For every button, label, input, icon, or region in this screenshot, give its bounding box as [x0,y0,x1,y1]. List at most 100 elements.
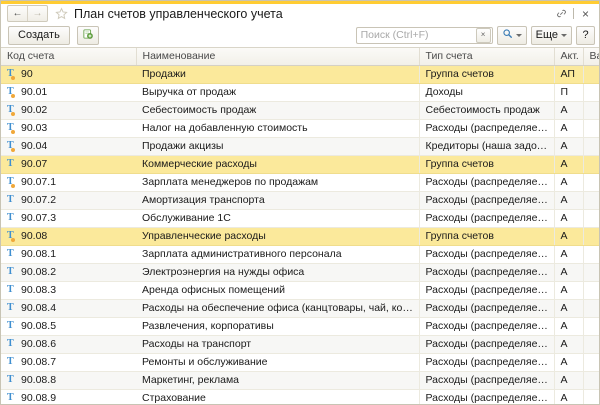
cell-code[interactable]: T 90 [1,65,136,84]
cell-act[interactable]: А [553,191,583,210]
cell-code[interactable]: T 90.08.6 [1,335,136,354]
cell-type[interactable]: Расходы (распределяемые на ф... [418,209,554,228]
cell-name[interactable]: Амортизация транспорта [136,191,419,210]
column-header-val[interactable]: Вал. [583,48,599,66]
forward-button[interactable]: → [27,6,47,21]
cell-name[interactable]: Налог на добавленную стоимость [136,119,419,138]
cell-val[interactable] [582,317,599,336]
cell-val[interactable] [582,65,599,84]
back-button[interactable]: ← [8,6,27,21]
search-clear-button[interactable]: × [475,27,491,43]
cell-val[interactable] [582,335,599,354]
cell-val[interactable] [582,137,599,156]
cell-type[interactable]: Доходы [418,83,554,102]
cell-val[interactable] [582,299,599,318]
cell-type[interactable]: Расходы (распределяемые на ф... [418,119,554,138]
cell-val[interactable] [582,227,599,246]
cell-code[interactable]: T 90.08.2 [1,263,136,282]
cell-act[interactable]: А [553,335,583,354]
cell-act[interactable]: П [553,83,583,102]
cell-act[interactable]: А [553,317,583,336]
close-icon[interactable]: × [581,6,589,21]
cell-val[interactable] [582,209,599,228]
search-input[interactable]: Поиск (Ctrl+F) × [355,26,493,44]
cell-act[interactable]: А [553,227,583,246]
cell-type[interactable]: Расходы (распределяемые на ф... [418,173,554,192]
cell-name[interactable]: Ремонты и обслуживание [136,353,419,372]
cell-code[interactable]: T 90.08 [1,227,136,246]
link-icon[interactable] [555,7,568,20]
table-row[interactable]: T 90.02 Себестоимость продаж Себестоимость … [1,101,599,120]
cell-name[interactable]: Маркетинг, реклама [136,371,419,390]
cell-act[interactable]: АП [553,65,583,84]
accounts-table-container[interactable]: Код счета Наименование Тип счета Акт. Ва… [1,47,599,404]
cell-name[interactable]: Аренда офисных помещений [136,281,419,300]
cell-act[interactable]: А [553,389,583,404]
cell-code[interactable]: T 90.08.7 [1,353,136,372]
table-row[interactable]: T 90.07.2 Амортизация транспорта Расходы (р… [1,191,599,210]
cell-type[interactable]: Расходы (распределяемые на ф... [418,371,554,390]
cell-val[interactable] [582,191,599,210]
cell-act[interactable]: А [553,281,583,300]
table-row[interactable]: T 90.08.6 Расходы на транспорт Расходы (рас… [1,335,599,354]
create-button[interactable]: Создать [8,25,70,45]
cell-name[interactable]: Развлечения, корпоративы [136,317,419,336]
cell-type[interactable]: Группа счетов [418,155,554,174]
table-row[interactable]: T 90.08.3 Аренда офисных помещений Расходы … [1,281,599,300]
cell-act[interactable]: А [553,209,583,228]
cell-code[interactable]: T 90.08.9 [1,389,136,404]
table-row[interactable]: T 90.07.1 Зарплата менеджеров по продажам Р… [1,173,599,192]
cell-code[interactable]: T 90.07.1 [1,173,136,192]
cell-code[interactable]: T 90.08.5 [1,317,136,336]
cell-val[interactable] [582,389,599,404]
column-header-code[interactable]: Код счета [1,48,137,66]
cell-code[interactable]: T 90.01 [1,83,136,102]
cell-name[interactable]: Расходы на транспорт [136,335,419,354]
cell-type[interactable]: Себестоимость продаж [418,101,554,120]
table-row[interactable]: T 90.07.3 Обслуживание 1С Расходы (распреде… [1,209,599,228]
cell-act[interactable]: А [553,299,583,318]
cell-type[interactable]: Расходы (распределяемые на ф... [418,299,554,318]
cell-name[interactable]: Расходы на обеспечение офиса (канцтовары… [136,299,419,318]
table-row[interactable]: T 90.04 Продажи акцизы Кредиторы (наша задо… [1,137,599,156]
cell-type[interactable]: Расходы (распределяемые на ф... [418,335,554,354]
cell-act[interactable]: А [553,101,583,120]
favorite-star-icon[interactable] [55,7,68,20]
cell-type[interactable]: Группа счетов [418,65,554,84]
cell-name[interactable]: Обслуживание 1С [136,209,419,228]
cell-act[interactable]: А [553,137,583,156]
cell-type[interactable]: Кредиторы (наша задолженность) [418,137,554,156]
find-button[interactable] [496,25,527,45]
cell-type[interactable]: Расходы (распределяемые на ф... [418,263,554,282]
table-row[interactable]: T 90.08 Управленческие расходы Группа счето… [1,227,599,246]
cell-code[interactable]: T 90.07.2 [1,191,136,210]
cell-type[interactable]: Группа счетов [418,227,554,246]
table-row[interactable]: T 90.08.7 Ремонты и обслуживание Расходы (р… [1,353,599,372]
cell-name[interactable]: Страхование [136,389,419,404]
cell-name[interactable]: Выручка от продаж [136,83,419,102]
column-header-act[interactable]: Акт. [554,48,584,66]
cell-act[interactable]: А [553,353,583,372]
cell-name[interactable]: Электроэнергия на нужды офиса [136,263,419,282]
find-dropdown-caret-icon[interactable] [515,33,522,37]
cell-name[interactable]: Себестоимость продаж [136,101,419,120]
table-row[interactable]: T 90.07 Коммерческие расходы Группа счетов А [1,155,599,174]
cell-type[interactable]: Расходы (распределяемые на ф... [418,245,554,264]
cell-val[interactable] [582,119,599,138]
cell-val[interactable] [582,371,599,390]
cell-code[interactable]: T 90.08.1 [1,245,136,264]
cell-type[interactable]: Расходы (распределяемые на ф... [418,353,554,372]
cell-type[interactable]: Расходы (распределяемые на ф... [418,281,554,300]
table-row[interactable]: T 90.08.5 Развлечения, корпоративы Расходы … [1,317,599,336]
cell-type[interactable]: Расходы (распределяемые на ф... [418,317,554,336]
table-row[interactable]: T 90.08.4 Расходы на обеспечение офиса (ка… [1,299,599,318]
cell-code[interactable]: T 90.08.4 [1,299,136,318]
column-header-name[interactable]: Наименование [136,48,420,66]
cell-name[interactable]: Продажи акцизы [136,137,419,156]
cell-act[interactable]: А [553,263,583,282]
cell-act[interactable]: А [553,155,583,174]
cell-val[interactable] [582,263,599,282]
table-row[interactable]: T 90.01 Выручка от продаж Доходы П [1,83,599,102]
cell-code[interactable]: T 90.04 [1,137,136,156]
cell-code[interactable]: T 90.07 [1,155,136,174]
